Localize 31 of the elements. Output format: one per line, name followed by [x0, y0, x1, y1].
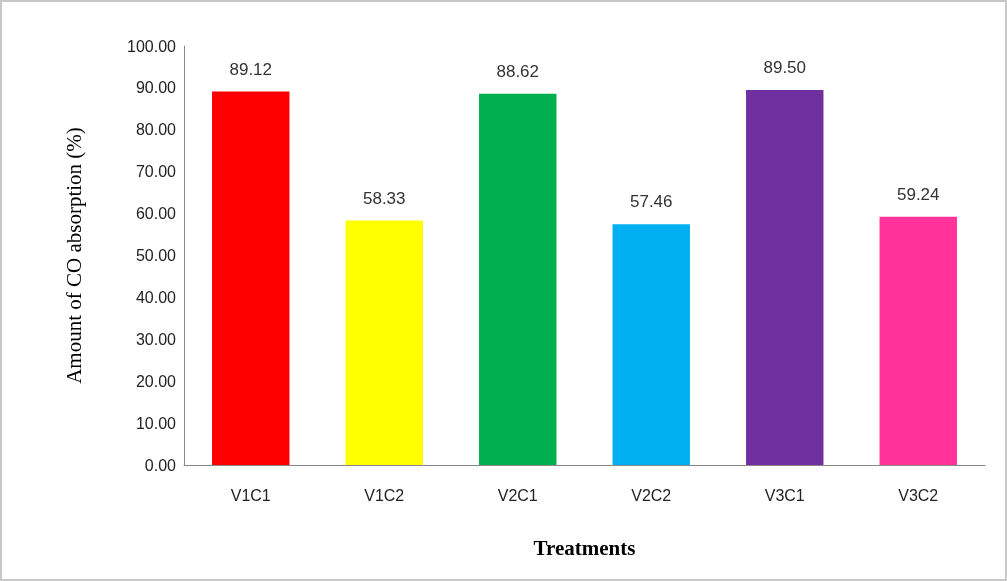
bar	[879, 216, 957, 465]
y-tick-label: 20.00	[135, 372, 177, 390]
y-tick-label: 90.00	[135, 79, 177, 97]
x-tick-label: V1C1	[230, 486, 271, 504]
x-tick-label: V2C2	[631, 486, 672, 504]
y-tick-label: 0.00	[144, 456, 177, 474]
bar	[612, 224, 690, 465]
y-tick-label: 70.00	[135, 163, 177, 181]
y-tick-label: 30.00	[135, 330, 177, 348]
y-tick-label: 60.00	[135, 205, 177, 223]
y-tick-label: 50.00	[135, 247, 177, 264]
x-tick-label: V2C1	[497, 486, 538, 504]
y-tick-label: 10.00	[135, 414, 177, 432]
y-tick-label: 40.00	[135, 288, 177, 306]
x-tick-label: V3C2	[898, 486, 939, 504]
bar	[746, 90, 824, 465]
data-label: 57.46	[629, 192, 673, 212]
data-label: 89.12	[229, 59, 273, 79]
x-tick-label: V1C2	[364, 486, 405, 504]
y-axis-title: Amount of CO absorption (%)	[61, 127, 86, 384]
y-tick-label: 100.00	[127, 37, 177, 55]
data-label: 59.24	[896, 184, 940, 204]
bar	[212, 91, 290, 465]
data-label: 89.50	[763, 58, 807, 77]
x-axis-title: Treatments	[533, 535, 636, 560]
data-label: 58.33	[362, 188, 406, 208]
x-tick-label: V3C1	[764, 486, 805, 504]
data-label: 88.62	[496, 61, 540, 81]
bar	[345, 220, 423, 465]
bar	[479, 93, 557, 465]
y-tick-label: 80.00	[135, 121, 177, 139]
